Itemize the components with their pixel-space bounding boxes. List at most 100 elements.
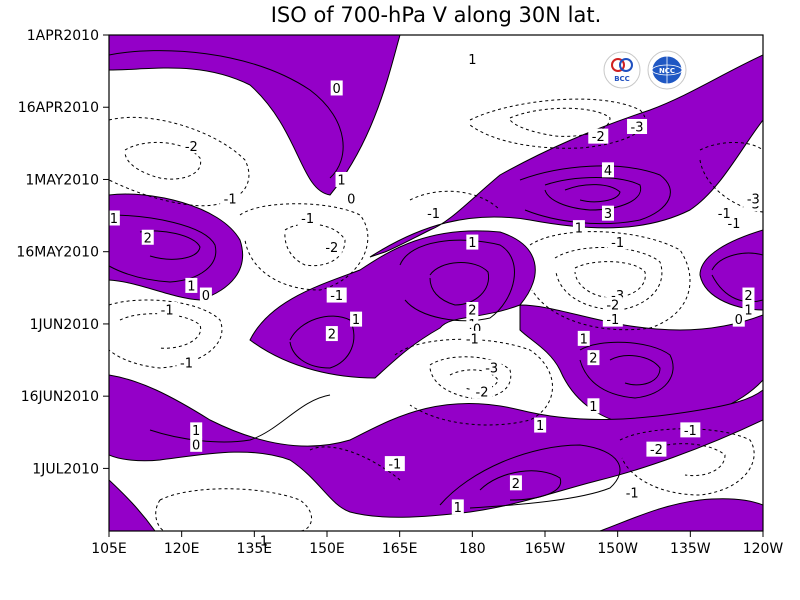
contour-label-box bbox=[297, 210, 318, 226]
contour-solid bbox=[399, 239, 515, 322]
x-tick-label: 120E bbox=[164, 541, 200, 557]
x-tick-label: 180 bbox=[459, 541, 486, 557]
contour-label: -2 bbox=[181, 138, 202, 155]
chart-title: ISO of 700-hPa V along 30N lat. bbox=[271, 3, 602, 27]
x-tick-label: 150W bbox=[597, 541, 638, 557]
contour-label-box bbox=[451, 499, 464, 515]
contour-label-text: 1 bbox=[110, 212, 118, 227]
x-tick-label: 165W bbox=[525, 541, 566, 557]
contour-dashed bbox=[109, 299, 223, 369]
contour-dashed bbox=[529, 231, 691, 331]
y-axis: 1APR2010 16APR2010 1MAY2010 16MAY2010 1JUN20… bbox=[16, 28, 109, 477]
contour-label: 2 bbox=[141, 229, 154, 246]
contour-label: -1 bbox=[157, 301, 178, 318]
contour-label-text: 0 bbox=[735, 313, 743, 328]
y-tick-label: 1JUL2010 bbox=[32, 461, 99, 477]
x-tick-label: 105E bbox=[91, 541, 127, 557]
contour-label: -1 bbox=[384, 456, 405, 473]
contour-label-text: 2 bbox=[468, 303, 476, 318]
contour-label-text: 1 bbox=[352, 313, 360, 328]
contour-label-text: -3 bbox=[485, 361, 498, 376]
contour-label: 2 bbox=[742, 287, 755, 304]
x-axis: 105E 120E 135E 150E 165E 180 165W 150W 135W 120W bbox=[91, 531, 783, 557]
contour-label-text: 1 bbox=[536, 419, 544, 434]
contour-dashed bbox=[239, 203, 369, 291]
contour-label-box bbox=[732, 311, 745, 327]
contour-label-text: -1 bbox=[388, 458, 401, 473]
contour-label: 2 bbox=[587, 350, 600, 367]
contour-label-box bbox=[534, 417, 547, 433]
contour-label: -1 bbox=[423, 205, 444, 222]
contour-label-box bbox=[190, 422, 203, 438]
contour-label: 1 bbox=[107, 210, 120, 227]
bcc-logo-text: BCC bbox=[614, 75, 630, 83]
contour-labels: 10-2-3-2104-1-131-1-3-112-21-110-1-3-2-1… bbox=[107, 51, 764, 550]
contour-label-text: 1 bbox=[187, 279, 195, 294]
contour-label-box bbox=[472, 383, 493, 399]
x-tick-label: 120W bbox=[743, 541, 784, 557]
contour-label-box bbox=[572, 220, 585, 236]
contour-dashed bbox=[155, 488, 312, 531]
contour-label-box bbox=[384, 456, 405, 472]
contour-solid bbox=[149, 394, 331, 443]
contour-label: -2 bbox=[646, 441, 667, 458]
contour-label-text: 2 bbox=[589, 352, 597, 367]
contour-label-text: 4 bbox=[604, 164, 612, 179]
contour-label-text: -1 bbox=[224, 193, 237, 208]
contour-label-text: -3 bbox=[631, 120, 644, 135]
contour-label-box bbox=[602, 297, 623, 313]
contour-label-text: 2 bbox=[512, 477, 520, 492]
contour-label: 3 bbox=[601, 205, 614, 222]
contour-label: -1 bbox=[602, 311, 623, 328]
contour-solid bbox=[564, 184, 621, 203]
contour-solid bbox=[609, 355, 661, 386]
contour-label-box bbox=[587, 350, 600, 366]
contour-label: 1 bbox=[350, 311, 363, 328]
contour-dashed bbox=[124, 141, 202, 180]
contour-label-text: -1 bbox=[684, 424, 697, 439]
contour-label-box bbox=[742, 301, 755, 317]
contour-label-text: -2 bbox=[476, 385, 489, 400]
contour-label-text: 1 bbox=[575, 222, 583, 237]
contour-label-box bbox=[601, 162, 614, 178]
contour-label-text: -1 bbox=[466, 332, 479, 347]
x-tick-label: 165E bbox=[382, 541, 418, 557]
contour-label: 2 bbox=[509, 475, 522, 492]
contour-solid bbox=[289, 315, 355, 369]
contour-label-text: 1 bbox=[192, 424, 200, 439]
contour-label-text: -1 bbox=[611, 236, 624, 251]
contour-label-box bbox=[646, 441, 667, 457]
contour-label-box bbox=[743, 191, 764, 207]
contour-label-text: -2 bbox=[606, 299, 619, 314]
contour-label: 0 bbox=[732, 311, 745, 328]
contour-label-box bbox=[588, 128, 609, 144]
contour-label-text: 0 bbox=[473, 323, 481, 338]
contour-label-box bbox=[258, 533, 271, 549]
contour-label-box bbox=[199, 287, 212, 303]
contour-label-text: 1 bbox=[454, 501, 462, 516]
contour-label-text: 1 bbox=[468, 53, 476, 68]
contour-label-text: -1 bbox=[301, 212, 314, 227]
contour-dashed bbox=[309, 446, 401, 481]
contour-dashed bbox=[574, 261, 646, 299]
x-tick-label: 135W bbox=[670, 541, 711, 557]
contour-label-box bbox=[466, 301, 479, 317]
contour-label: 4 bbox=[601, 162, 614, 179]
contour-label: 1 bbox=[587, 398, 600, 415]
contour-label-text: 1 bbox=[744, 303, 752, 318]
contour-label-box bbox=[321, 239, 342, 255]
contour-label-text: -2 bbox=[185, 140, 198, 155]
contour-dashed bbox=[109, 116, 250, 207]
contour-label-box bbox=[157, 301, 178, 317]
contour-dashed bbox=[554, 246, 663, 311]
shaded-region-bottom-east bbox=[599, 498, 763, 531]
y-tick-label: 1MAY2010 bbox=[25, 172, 99, 188]
contour-label-box bbox=[181, 138, 202, 154]
contour-dashed bbox=[649, 443, 726, 477]
contour-label-text: 1 bbox=[337, 173, 345, 188]
contour-solid bbox=[711, 252, 763, 303]
contour-label: 1 bbox=[466, 51, 479, 68]
contour-label-text: 1 bbox=[468, 236, 476, 251]
contour-label-text: 0 bbox=[347, 193, 355, 208]
contour-label: 1 bbox=[258, 533, 271, 550]
